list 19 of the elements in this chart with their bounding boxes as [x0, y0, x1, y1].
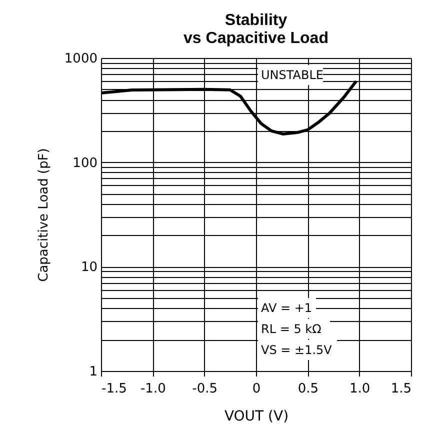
y-tick-label: 1000: [64, 52, 98, 66]
x-axis-title: VOUT (V): [224, 408, 289, 424]
text: Stability: [224, 12, 288, 29]
x-tick-label: -1.5: [102, 382, 127, 396]
x-tick-label: 0.5: [298, 382, 319, 396]
x-tick-label: -0.5: [192, 382, 218, 396]
annotation: UNSTABLE: [261, 68, 324, 82]
y-axis-title: Capacitive Load (pF): [36, 148, 52, 282]
x-tick-label: -1.0: [140, 382, 166, 396]
y-tick-label: 10: [80, 260, 98, 276]
x-tick-label: 1.5: [390, 382, 412, 396]
y-tick-label: 1: [89, 364, 98, 380]
annotation: AV = +1: [261, 301, 312, 315]
annotation: RL = 5 kΩ: [261, 322, 322, 336]
text: vs Capacitive Load: [184, 30, 328, 47]
x-tick-label: 0: [252, 382, 261, 396]
y-tick-label: 100: [72, 156, 98, 171]
x-tick-label: 1.0: [349, 382, 370, 396]
annotation: VS = ±1.5V: [261, 343, 333, 357]
